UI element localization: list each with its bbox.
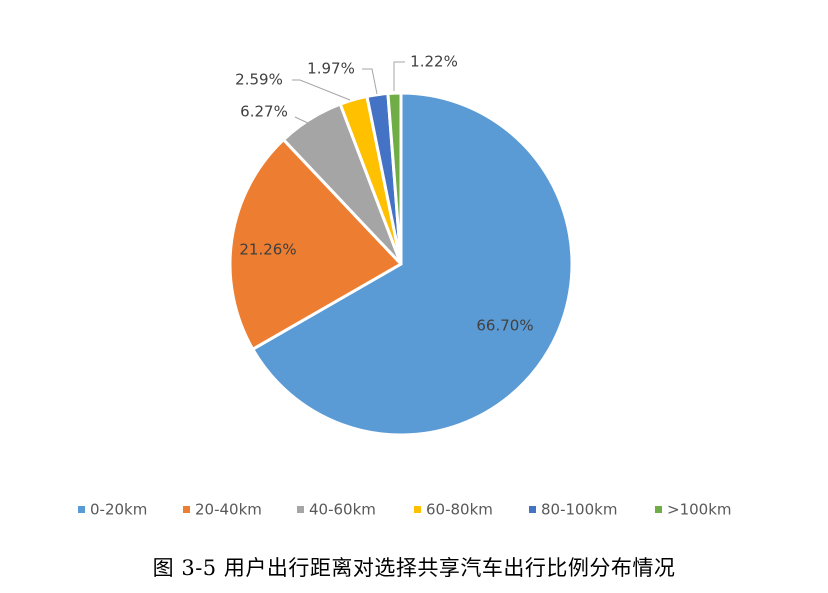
leader-line-over-100km xyxy=(393,61,405,91)
pie-slice-over-100km xyxy=(386,91,403,266)
legend-label-80-100km: 80-100km xyxy=(541,501,617,519)
leader-line-80-100km xyxy=(362,68,378,95)
data-label-0-20km: 66.70% xyxy=(476,317,533,335)
data-labels: 66.70% 21.26% 6.27% 2.59% 1.97% 1.22% xyxy=(235,53,533,335)
legend-label-40-60km: 40-60km xyxy=(309,501,376,519)
legend-swatch-80-100km xyxy=(529,506,536,513)
legend-label-0-20km: 0-20km xyxy=(90,501,147,519)
leader-line-60-80km xyxy=(292,79,351,101)
leader-line-40-60km xyxy=(294,116,311,125)
legend-swatch-40-60km xyxy=(297,506,304,513)
leader-lines xyxy=(292,61,405,125)
chart-legend: 0-20km 20-40km 40-60km 60-80km 80-100km >100k… xyxy=(78,501,732,519)
pie-chart: 66.70% 21.26% 6.27% 2.59% 1.97% 1.22% 0-20km 2… xyxy=(78,53,732,519)
data-label-60-80km: 2.59% xyxy=(235,71,283,89)
data-label-over-100km: 1.22% xyxy=(410,53,458,71)
legend-swatch-20-40km xyxy=(183,506,190,513)
legend-item-0-20km: 0-20km xyxy=(78,501,147,519)
legend-label-60-80km: 60-80km xyxy=(426,501,493,519)
data-label-80-100km: 1.97% xyxy=(307,60,355,78)
legend-item-20-40km: 20-40km xyxy=(183,501,262,519)
pie-slices xyxy=(228,91,574,437)
pie-slice-0-20km xyxy=(251,91,574,437)
data-label-20-40km: 21.26% xyxy=(239,241,296,259)
legend-item-40-60km: 40-60km xyxy=(297,501,376,519)
legend-item-80-100km: 80-100km xyxy=(529,501,617,519)
legend-swatch-60-80km xyxy=(414,506,421,513)
legend-label-over-100km: >100km xyxy=(667,501,732,519)
legend-label-20-40km: 20-40km xyxy=(195,501,262,519)
data-label-40-60km: 6.27% xyxy=(240,103,288,121)
legend-swatch-over-100km xyxy=(655,506,662,513)
legend-item-over-100km: >100km xyxy=(655,501,732,519)
pie-slice-20-40km xyxy=(228,138,403,351)
legend-item-60-80km: 60-80km xyxy=(414,501,493,519)
legend-swatch-0-20km xyxy=(78,506,85,513)
figure-caption: 图 3-5 用户出行距离对选择共享汽车出行比例分布情况 xyxy=(152,556,676,580)
